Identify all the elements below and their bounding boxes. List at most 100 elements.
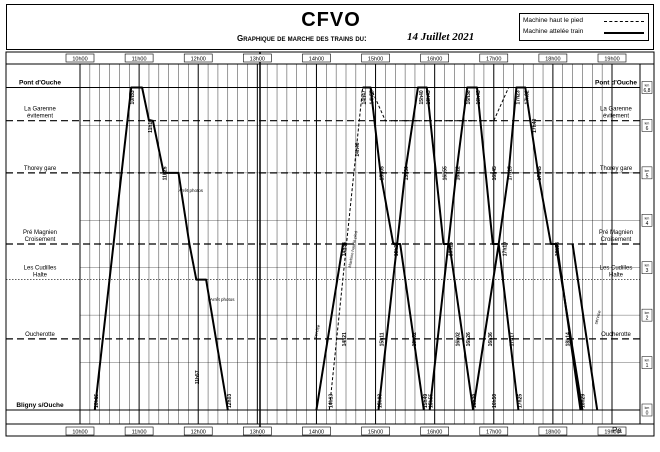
hour-label-bottom: 16h00 — [427, 430, 442, 436]
km-tick-label: 1 — [646, 363, 649, 369]
km-tick-box — [641, 119, 653, 132]
station-label-left: Oucherotte — [25, 332, 55, 338]
hour-label-top: 11h00 — [132, 57, 147, 63]
train-time-label: 15h55 — [429, 394, 435, 408]
hour-label-top: 10h00 — [72, 57, 87, 63]
hour-label-bottom: 19h00 — [604, 430, 619, 436]
train-time-label: 16h55 — [443, 166, 449, 180]
hour-label-top: 12h00 — [191, 57, 206, 63]
chart-annotation: service — [593, 309, 602, 325]
station-label-right: La Garenne — [600, 107, 632, 113]
train-time-label: 16h43 — [476, 90, 482, 104]
hour-label-top: 15h00 — [368, 57, 383, 63]
km-tick-box — [641, 356, 653, 369]
train-time-label: 14h21 — [342, 332, 348, 346]
legend-item-solid: Machine attelée train — [523, 28, 584, 35]
hour-label-bottom: 14h00 — [309, 430, 324, 436]
train-time-label: 11h25 — [163, 166, 169, 180]
legend: Machine haut le pied Machine attelée tra… — [519, 13, 649, 41]
hour-label-top: 16h00 — [427, 57, 442, 63]
train-time-label: 15h40 — [419, 90, 425, 104]
train-time-label: 15h11 — [379, 332, 385, 346]
hour-label-box-top — [361, 53, 390, 63]
train-path — [377, 86, 475, 411]
page-title: CFVO — [301, 9, 361, 31]
train-path — [571, 243, 599, 411]
train-time-label: 17h45 — [537, 166, 543, 180]
km-tick-unit: km — [645, 121, 650, 125]
km-tick-label: 3 — [646, 268, 649, 274]
hour-label-bottom: 13h00 — [250, 430, 265, 436]
chart-annotation: Arrêt photos — [210, 297, 235, 302]
hour-label-box-bottom — [302, 426, 331, 436]
hour-label-top: 17h00 — [486, 57, 501, 63]
hour-label-box-top — [597, 53, 627, 63]
hour-label-top: 13h00 — [250, 57, 265, 63]
km-tick-label: 5 — [646, 173, 649, 179]
train-time-label: 15h05 — [379, 166, 385, 180]
hour-label-box-top — [65, 53, 95, 63]
train-time-label: 16h50 — [492, 394, 498, 408]
train-time-label: 15h03 — [378, 394, 384, 408]
train-time-label: 15h45 — [426, 90, 432, 104]
hour-label-box-top — [538, 53, 568, 63]
train-time-label: 15h30 — [404, 166, 410, 180]
km-tick-box — [641, 214, 653, 227]
station-label-left: évitement — [27, 114, 53, 120]
chart-annotation: Machine haut le pied — [347, 231, 358, 268]
hour-label-bottom: 11h00 — [132, 430, 147, 436]
train-path — [472, 86, 582, 411]
station-label-right: Oucherotte — [601, 332, 631, 338]
train-time-label: 11h57 — [195, 370, 201, 384]
km-tick-unit: km — [645, 406, 650, 410]
train-time-label: 17h40 — [532, 119, 538, 133]
hour-label-top: 14h00 — [309, 57, 324, 63]
km-tick-unit: km — [645, 216, 650, 220]
km-tick-unit: km — [645, 264, 650, 268]
legend-solid-line — [604, 32, 644, 34]
train-time-label: 16h39 — [472, 394, 478, 408]
hour-label-box-bottom — [420, 426, 449, 436]
station-label-left: Les Cudilles — [24, 266, 57, 272]
station-label-left: Croisement — [25, 237, 56, 243]
header-box: CFVO Graphique de marche des trains du: … — [6, 4, 654, 50]
legend-item-dashed: Machine haut le pied — [523, 17, 583, 24]
station-label-left: Thorey gare — [24, 166, 57, 172]
footer-text: Pa — [612, 426, 622, 435]
km-tick-label: 2 — [646, 316, 649, 322]
hour-label-box-top — [420, 53, 449, 63]
train-time-label: 16h02 — [455, 332, 461, 346]
km-tick-label: 6 — [646, 126, 649, 132]
page-subtitle: Graphique de marche des trains du: — [237, 34, 367, 43]
hour-label-box-bottom — [538, 426, 568, 436]
hour-label-bottom: 18h00 — [545, 430, 560, 436]
station-label-left: La Garenne — [24, 107, 56, 113]
station-label-right: évitement — [603, 114, 629, 120]
hour-label-top: 18h00 — [545, 57, 560, 63]
station-label-right: Les Cudilles — [600, 266, 633, 272]
km-tick-label: 6,8 — [644, 88, 651, 94]
train-time-label: 17h17 — [510, 332, 516, 346]
train-time-label: 16h22 — [455, 166, 461, 180]
km-tick-unit: km — [645, 169, 650, 173]
chart-annotation: service — [313, 324, 322, 340]
train-time-label: 15h49 — [423, 394, 429, 408]
station-label-right: Croisement — [601, 237, 632, 243]
km-tick-box — [641, 308, 653, 322]
train-time-label: 16h45 — [492, 166, 498, 180]
station-label-right: Halte — [609, 273, 624, 279]
train-time-label: 17h23 — [515, 90, 521, 104]
train-time-label: 16h15 — [448, 242, 454, 256]
hour-label-box-top — [183, 53, 213, 63]
hour-label-bottom: 15h00 — [368, 430, 383, 436]
hour-label-bottom: 17h00 — [486, 430, 501, 436]
km-tick-unit: km — [645, 359, 650, 363]
train-time-label: 17h32 — [524, 90, 530, 104]
station-label-left: Pont d'Ouche — [19, 79, 61, 86]
station-label-right: Thorey gare — [600, 166, 633, 172]
train-time-label: 18h29 — [580, 394, 586, 408]
hour-label-bottom: 12h00 — [191, 430, 206, 436]
station-label-right: Pré Magnien — [599, 230, 633, 236]
km-tick-unit: km — [645, 83, 650, 87]
